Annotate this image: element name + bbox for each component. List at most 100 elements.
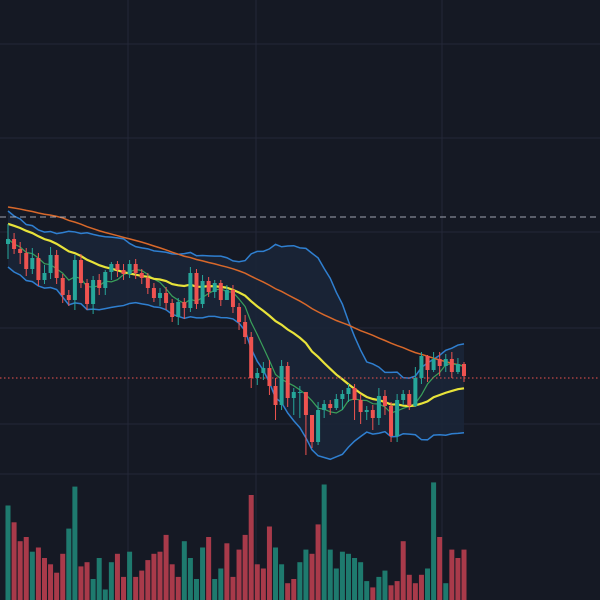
candle[interactable] [443,354,448,372]
candle[interactable] [72,255,77,310]
candle[interactable] [437,352,442,376]
candle-body [194,273,199,304]
candle[interactable] [121,264,126,280]
candle[interactable] [78,254,83,288]
candle[interactable] [401,390,406,405]
candle[interactable] [218,280,223,306]
volume-bar [151,553,157,600]
candle[interactable] [364,406,369,420]
candle[interactable] [303,392,308,455]
moving-average-mid-line [7,222,465,408]
candle[interactable] [431,352,436,372]
volume-bar [102,589,108,600]
candle[interactable] [206,277,211,297]
candle[interactable] [297,386,302,418]
candle[interactable] [188,267,193,312]
candle[interactable] [54,250,59,284]
volume-bars [5,482,467,600]
candle[interactable] [176,298,181,325]
candle[interactable] [97,274,102,295]
candle[interactable] [170,299,175,322]
candle[interactable] [346,384,351,402]
candle[interactable] [60,274,65,303]
candle[interactable] [255,368,260,385]
candle[interactable] [224,285,229,300]
candle-body [176,302,181,317]
volume-bar [78,566,84,600]
candle[interactable] [407,390,412,410]
candle[interactable] [352,384,357,420]
candle[interactable] [419,352,424,384]
candle[interactable] [279,360,284,410]
candle[interactable] [413,367,418,407]
candle[interactable] [36,253,41,286]
candle[interactable] [395,394,400,442]
candle[interactable] [158,288,162,306]
candle[interactable] [462,362,466,382]
candle-body [455,364,460,372]
candle[interactable] [322,400,327,418]
candle[interactable] [261,362,266,380]
candle[interactable] [212,280,217,298]
candle-body [401,394,406,400]
volume-bar [212,579,218,600]
candle[interactable] [340,390,345,410]
candle[interactable] [389,402,394,442]
candle[interactable] [285,362,290,407]
candle[interactable] [273,378,278,420]
candle[interactable] [230,285,235,313]
volume-bar [297,562,303,600]
candle[interactable] [109,262,114,280]
candle[interactable] [145,273,150,294]
candle[interactable] [103,270,108,295]
candle[interactable] [182,298,187,319]
candle[interactable] [291,388,296,415]
candle[interactable] [66,290,71,306]
candle[interactable] [376,388,381,425]
candle[interactable] [139,269,144,284]
candle[interactable] [30,248,35,274]
candle-body [358,400,363,412]
candle[interactable] [370,405,375,430]
candle-body [431,359,436,370]
candle[interactable] [42,265,47,284]
candle[interactable] [243,315,248,344]
candle[interactable] [425,355,430,382]
candle-body [243,322,248,337]
candle[interactable] [237,303,242,330]
candle-body [48,255,53,273]
candle[interactable] [151,283,156,302]
candle-body [249,337,254,378]
candle[interactable] [85,279,90,310]
candle[interactable] [115,261,120,277]
candle-body [18,249,23,253]
volume-bar [29,551,35,600]
candle-body [6,239,10,244]
candle[interactable] [249,332,254,388]
candle[interactable] [127,260,132,278]
candle[interactable] [164,287,169,310]
candle-body [230,290,235,307]
candle[interactable] [449,352,454,378]
candle[interactable] [358,394,363,424]
candle[interactable] [133,259,138,279]
candle[interactable] [328,400,333,415]
candle[interactable] [6,224,10,259]
candle[interactable] [316,402,321,445]
candle[interactable] [24,248,29,276]
candle[interactable] [382,390,387,415]
candles[interactable] [6,224,466,455]
candle[interactable] [12,233,17,254]
candle[interactable] [48,247,53,279]
candle[interactable] [91,276,96,314]
candle[interactable] [455,358,460,374]
candle[interactable] [267,360,272,395]
candle[interactable] [334,394,339,410]
candle[interactable] [194,269,199,309]
candle[interactable] [200,275,205,308]
candle[interactable] [310,415,314,448]
volume-bar [266,526,272,600]
candle[interactable] [18,242,23,264]
